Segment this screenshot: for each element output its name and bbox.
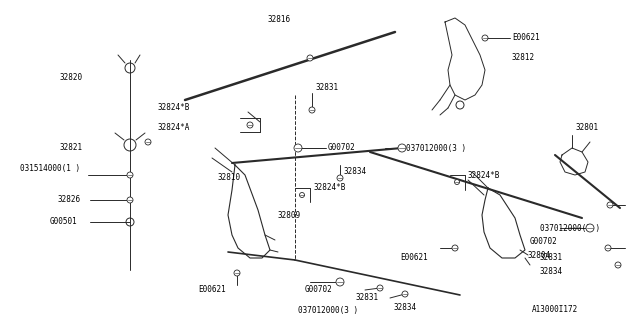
Circle shape bbox=[234, 270, 240, 276]
Circle shape bbox=[482, 35, 488, 41]
Text: 32824*B: 32824*B bbox=[468, 171, 500, 180]
Circle shape bbox=[127, 172, 133, 178]
Circle shape bbox=[300, 193, 305, 197]
Text: 32834: 32834 bbox=[343, 167, 366, 177]
Text: A13000I172: A13000I172 bbox=[532, 306, 579, 315]
Text: 32824*B: 32824*B bbox=[158, 103, 190, 113]
Text: 32831: 32831 bbox=[315, 84, 338, 92]
Circle shape bbox=[607, 202, 613, 208]
Circle shape bbox=[307, 55, 313, 61]
Text: 037012000(3 ): 037012000(3 ) bbox=[540, 223, 600, 233]
Text: E00621: E00621 bbox=[512, 34, 540, 43]
Text: 32812: 32812 bbox=[512, 53, 535, 62]
Circle shape bbox=[586, 224, 594, 232]
Text: 32804: 32804 bbox=[528, 251, 551, 260]
Circle shape bbox=[605, 245, 611, 251]
Text: 32801: 32801 bbox=[575, 124, 598, 132]
Text: 32810: 32810 bbox=[218, 173, 241, 182]
Circle shape bbox=[127, 197, 133, 203]
Circle shape bbox=[377, 285, 383, 291]
Circle shape bbox=[309, 107, 315, 113]
Text: 32809: 32809 bbox=[278, 211, 301, 220]
Circle shape bbox=[145, 139, 151, 145]
Text: 32820: 32820 bbox=[60, 74, 83, 83]
Text: G00702: G00702 bbox=[328, 143, 356, 153]
Circle shape bbox=[398, 144, 406, 152]
Circle shape bbox=[336, 278, 344, 286]
Text: 32831: 32831 bbox=[355, 293, 378, 302]
Text: 031514000(1 ): 031514000(1 ) bbox=[20, 164, 80, 172]
Text: 32824*A: 32824*A bbox=[158, 124, 190, 132]
Text: 32816: 32816 bbox=[268, 15, 291, 25]
Text: 32834: 32834 bbox=[393, 303, 416, 313]
Text: G00501: G00501 bbox=[50, 218, 77, 227]
Circle shape bbox=[454, 180, 460, 185]
Text: 32821: 32821 bbox=[60, 142, 83, 151]
Circle shape bbox=[247, 122, 253, 128]
Circle shape bbox=[452, 245, 458, 251]
Text: 037012000(3 ): 037012000(3 ) bbox=[406, 143, 466, 153]
Text: G00702: G00702 bbox=[305, 285, 333, 294]
Text: 32831: 32831 bbox=[540, 253, 563, 262]
Text: 32834: 32834 bbox=[540, 268, 563, 276]
Text: E00621: E00621 bbox=[400, 253, 428, 262]
Text: G00702: G00702 bbox=[530, 237, 557, 246]
Circle shape bbox=[615, 262, 621, 268]
Circle shape bbox=[337, 175, 343, 181]
Circle shape bbox=[402, 291, 408, 297]
Text: 32826: 32826 bbox=[58, 196, 81, 204]
Circle shape bbox=[294, 144, 302, 152]
Text: E00621: E00621 bbox=[198, 285, 226, 294]
Text: 32824*B: 32824*B bbox=[313, 183, 346, 193]
Text: 037012000(3 ): 037012000(3 ) bbox=[298, 306, 358, 315]
